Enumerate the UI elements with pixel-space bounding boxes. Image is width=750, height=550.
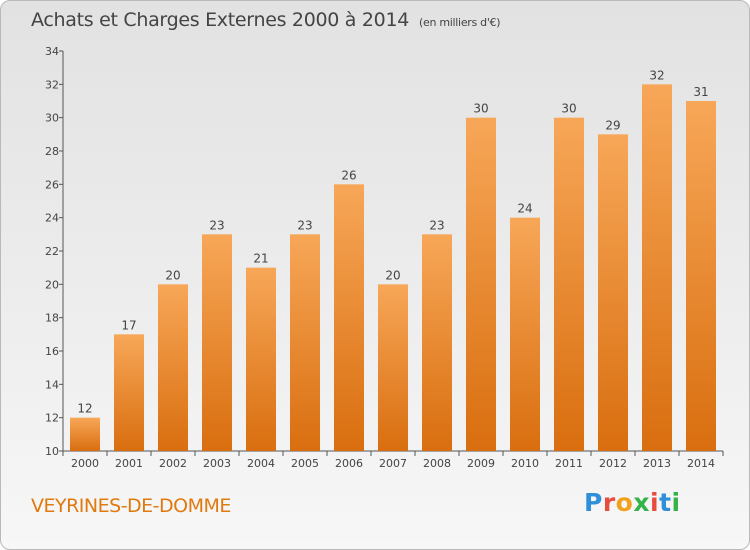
x-tick-label-2014: 2014 bbox=[687, 457, 715, 470]
value-label-2007: 20 bbox=[385, 268, 400, 282]
logo-letter: t bbox=[659, 488, 672, 517]
bar-2009 bbox=[466, 117, 496, 452]
x-tick-label-2006: 2006 bbox=[335, 457, 363, 470]
y-tick-label: 10 bbox=[45, 445, 59, 458]
y-tick-label: 20 bbox=[45, 278, 59, 291]
bar-2013 bbox=[642, 84, 672, 451]
bar-2007 bbox=[378, 284, 408, 451]
logo-letter: r bbox=[602, 488, 616, 517]
y-tick-label: 32 bbox=[45, 78, 59, 91]
value-label-2014: 31 bbox=[693, 85, 708, 99]
bar-2010 bbox=[510, 217, 540, 451]
y-tick-label: 18 bbox=[45, 312, 59, 325]
chart-unit: (en milliers d'€) bbox=[419, 16, 501, 29]
bar-2000 bbox=[70, 417, 100, 451]
x-tick-label-2009: 2009 bbox=[467, 457, 495, 470]
bars-group bbox=[70, 84, 716, 452]
bar-2008 bbox=[422, 234, 452, 451]
chart-title-text: Achats et Charges Externes 2000 à 2014 bbox=[31, 9, 410, 31]
logo-letter: i bbox=[671, 488, 681, 517]
x-tick-label-2011: 2011 bbox=[555, 457, 583, 470]
value-label-2001: 17 bbox=[121, 318, 136, 332]
y-tick-label: 14 bbox=[45, 378, 59, 391]
x-tick-label-2008: 2008 bbox=[423, 457, 451, 470]
x-tick-label-2001: 2001 bbox=[115, 457, 143, 470]
x-tick-label-2000: 2000 bbox=[71, 457, 99, 470]
value-label-2013: 32 bbox=[649, 68, 664, 82]
y-tick-label: 28 bbox=[45, 145, 59, 158]
y-tick-label: 12 bbox=[45, 412, 59, 425]
bar-2002 bbox=[158, 284, 188, 451]
y-tick-label: 34 bbox=[45, 45, 59, 58]
value-label-2009: 30 bbox=[473, 102, 488, 116]
x-tick-label-2010: 2010 bbox=[511, 457, 539, 470]
proxiti-logo: Proxiti bbox=[584, 488, 681, 517]
value-label-2006: 26 bbox=[341, 168, 356, 182]
y-tick-label: 26 bbox=[45, 178, 59, 191]
logo-letter: o bbox=[615, 488, 634, 517]
x-tick-label-2003: 2003 bbox=[203, 457, 231, 470]
logo-letter: P bbox=[584, 488, 603, 517]
bar-2012 bbox=[598, 134, 628, 452]
value-label-2000: 12 bbox=[77, 402, 92, 416]
x-tick-label-2002: 2002 bbox=[159, 457, 187, 470]
y-tick-label: 24 bbox=[45, 212, 59, 225]
value-label-2012: 29 bbox=[605, 118, 620, 132]
value-label-2008: 23 bbox=[429, 218, 444, 232]
logo-letter: i bbox=[650, 488, 660, 517]
value-label-2011: 30 bbox=[561, 102, 576, 116]
x-tick-label-2005: 2005 bbox=[291, 457, 319, 470]
bar-2014 bbox=[686, 101, 716, 451]
y-tick-label: 22 bbox=[45, 245, 59, 258]
value-label-2010: 24 bbox=[517, 202, 532, 216]
y-tick-label: 16 bbox=[45, 345, 59, 358]
commune-name: VEYRINES-DE-DOMME bbox=[31, 495, 231, 517]
chart-title: Achats et Charges Externes 2000 à 2014 (e… bbox=[31, 9, 501, 31]
logo-letter: x bbox=[633, 488, 650, 517]
bar-2005 bbox=[290, 234, 320, 451]
x-tick-label-2004: 2004 bbox=[247, 457, 275, 470]
y-tick-label: 30 bbox=[45, 112, 59, 125]
value-label-2003: 23 bbox=[209, 218, 224, 232]
bar-2004 bbox=[246, 267, 276, 451]
x-tick-label-2012: 2012 bbox=[599, 457, 627, 470]
value-label-2004: 21 bbox=[253, 252, 268, 266]
bar-2001 bbox=[114, 334, 144, 451]
value-labels-group: 2000 12 2001 17 2002 20 2003 23 2004 21 2005 23 2006… bbox=[71, 68, 715, 470]
x-tick-label-2013: 2013 bbox=[643, 457, 671, 470]
value-label-2005: 23 bbox=[297, 218, 312, 232]
value-label-2002: 20 bbox=[165, 268, 180, 282]
bar-2011 bbox=[554, 117, 584, 452]
x-tick-label-2007: 2007 bbox=[379, 457, 407, 470]
bar-2003 bbox=[202, 234, 232, 451]
bar-2006 bbox=[334, 184, 364, 452]
